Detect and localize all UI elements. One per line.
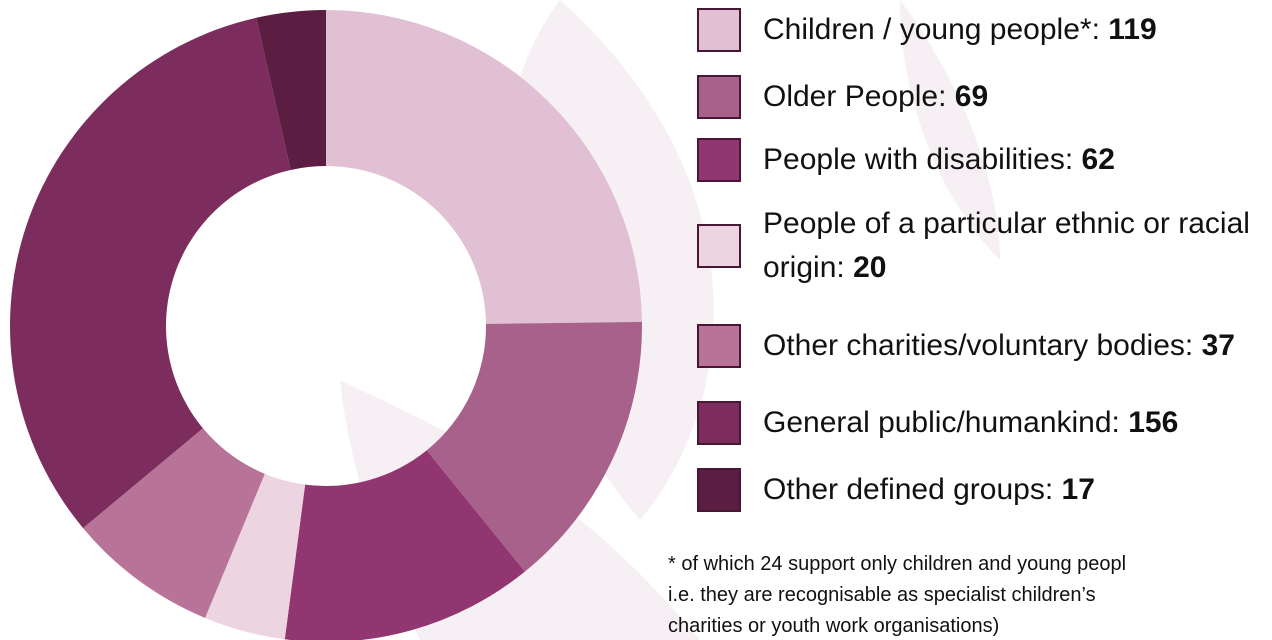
legend-item: Other defined groups: 17 bbox=[697, 468, 1267, 512]
legend-swatch bbox=[697, 401, 741, 445]
legend-swatch bbox=[697, 8, 741, 52]
legend-category: General public/humankind: bbox=[763, 406, 1120, 439]
footnote: * of which 24 support only children and … bbox=[668, 549, 1126, 640]
legend-label: Other defined groups: 17 bbox=[763, 468, 1253, 512]
slice bbox=[326, 10, 642, 324]
legend-item: General public/humankind: 156 bbox=[697, 401, 1267, 445]
legend-value: 17 bbox=[1061, 473, 1095, 506]
legend-label: General public/humankind: 156 bbox=[763, 401, 1253, 445]
legend-item: Older People: 69 bbox=[697, 75, 1267, 119]
legend-value: 156 bbox=[1128, 406, 1179, 439]
legend-item: Other charities/voluntary bodies: 37 bbox=[697, 301, 1267, 391]
legend-category: Other defined groups: bbox=[763, 473, 1054, 506]
slice bbox=[256, 10, 326, 170]
legend-item: People with disabilities: 62 bbox=[697, 138, 1267, 182]
legend-swatch bbox=[697, 138, 741, 182]
legend-label: People of a particular ethnic or racial … bbox=[763, 202, 1253, 290]
legend-label: Older People: 69 bbox=[763, 75, 1253, 119]
legend-swatch bbox=[697, 75, 741, 119]
legend-category: Other charities/voluntary bodies: bbox=[763, 329, 1194, 362]
donut bbox=[9, 10, 642, 640]
footnote-line: i.e. they are recognisable as specialist… bbox=[668, 584, 1096, 606]
slice bbox=[284, 450, 525, 640]
legend-category: People with disabilities: bbox=[763, 143, 1074, 176]
legend-value: 62 bbox=[1081, 143, 1115, 176]
legend-category: Children / young people*: bbox=[763, 13, 1100, 46]
footnote-line: charities or youth work organisations) bbox=[668, 615, 1000, 637]
slice bbox=[9, 17, 291, 529]
slice bbox=[426, 321, 642, 572]
legend-value: 37 bbox=[1201, 329, 1235, 362]
legend-label: People with disabilities: 62 bbox=[763, 138, 1253, 182]
legend-item: People of a particular ethnic or racial … bbox=[697, 201, 1267, 291]
legend-label: Other charities/voluntary bodies: 37 bbox=[763, 324, 1253, 368]
slice bbox=[83, 428, 265, 618]
legend-value: 20 bbox=[853, 251, 887, 284]
legend-value: 119 bbox=[1108, 13, 1157, 46]
slice bbox=[205, 473, 306, 640]
footnote-line: * of which 24 support only children and … bbox=[668, 553, 1127, 575]
legend-category: Older People: bbox=[763, 80, 947, 113]
legend-swatch bbox=[697, 224, 741, 268]
legend-item: Children / young people*: 119 bbox=[697, 8, 1267, 52]
legend-category: People of a particular ethnic or racial … bbox=[763, 207, 1250, 284]
petal bbox=[900, 0, 1000, 260]
legend-label: Children / young people*: 119 bbox=[763, 8, 1253, 52]
legend-value: 69 bbox=[954, 80, 989, 113]
legend-swatch bbox=[697, 468, 741, 512]
legend-swatch bbox=[697, 324, 741, 368]
